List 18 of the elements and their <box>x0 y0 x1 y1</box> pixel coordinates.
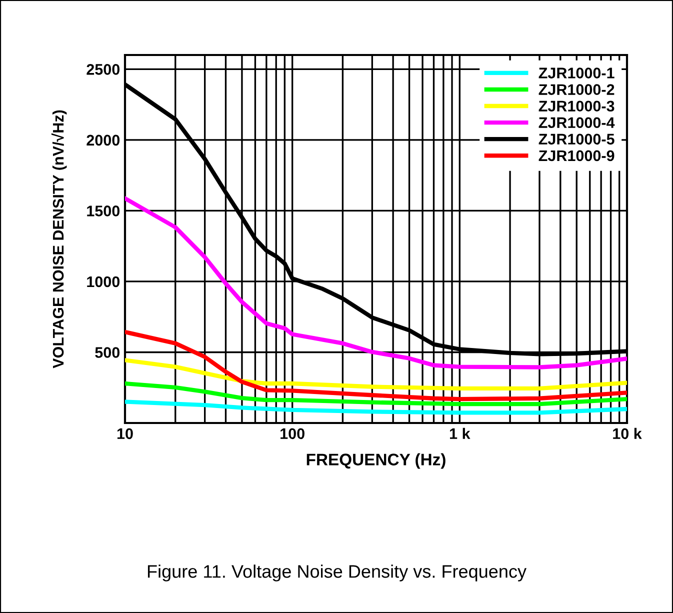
legend-label: ZJR1000-3 <box>538 100 614 112</box>
caption: Figure 11. Voltage Noise Density vs. Frequency <box>148 564 526 582</box>
x-tick-label: 10 k <box>613 428 642 440</box>
x-tick-label: 1 k <box>450 428 470 439</box>
y-tick-label: 500 <box>95 347 120 358</box>
y-tick-label: 2500 <box>86 64 120 75</box>
y-axis-title: VOLTAGE NOISE DENSITY (nV/√Hz) <box>51 110 67 368</box>
x-axis-title: FREQUENCY (Hz) <box>306 453 446 469</box>
legend-label: ZJR1000-1 <box>538 68 614 78</box>
legend-label: ZJR1000-2 <box>538 84 614 95</box>
y-tick-label: 1500 <box>87 206 120 216</box>
y-tick-label: 1000 <box>87 276 120 288</box>
legend-label: ZJR1000-9 <box>538 150 614 162</box>
x-tick-label: 10 <box>117 428 133 440</box>
y-tick-label: 2000 <box>86 134 120 146</box>
legend-label: ZJR1000-5 <box>538 134 614 145</box>
x-tick-label: 100 <box>280 428 304 440</box>
legend-label: ZJR1000-4 <box>538 117 615 128</box>
